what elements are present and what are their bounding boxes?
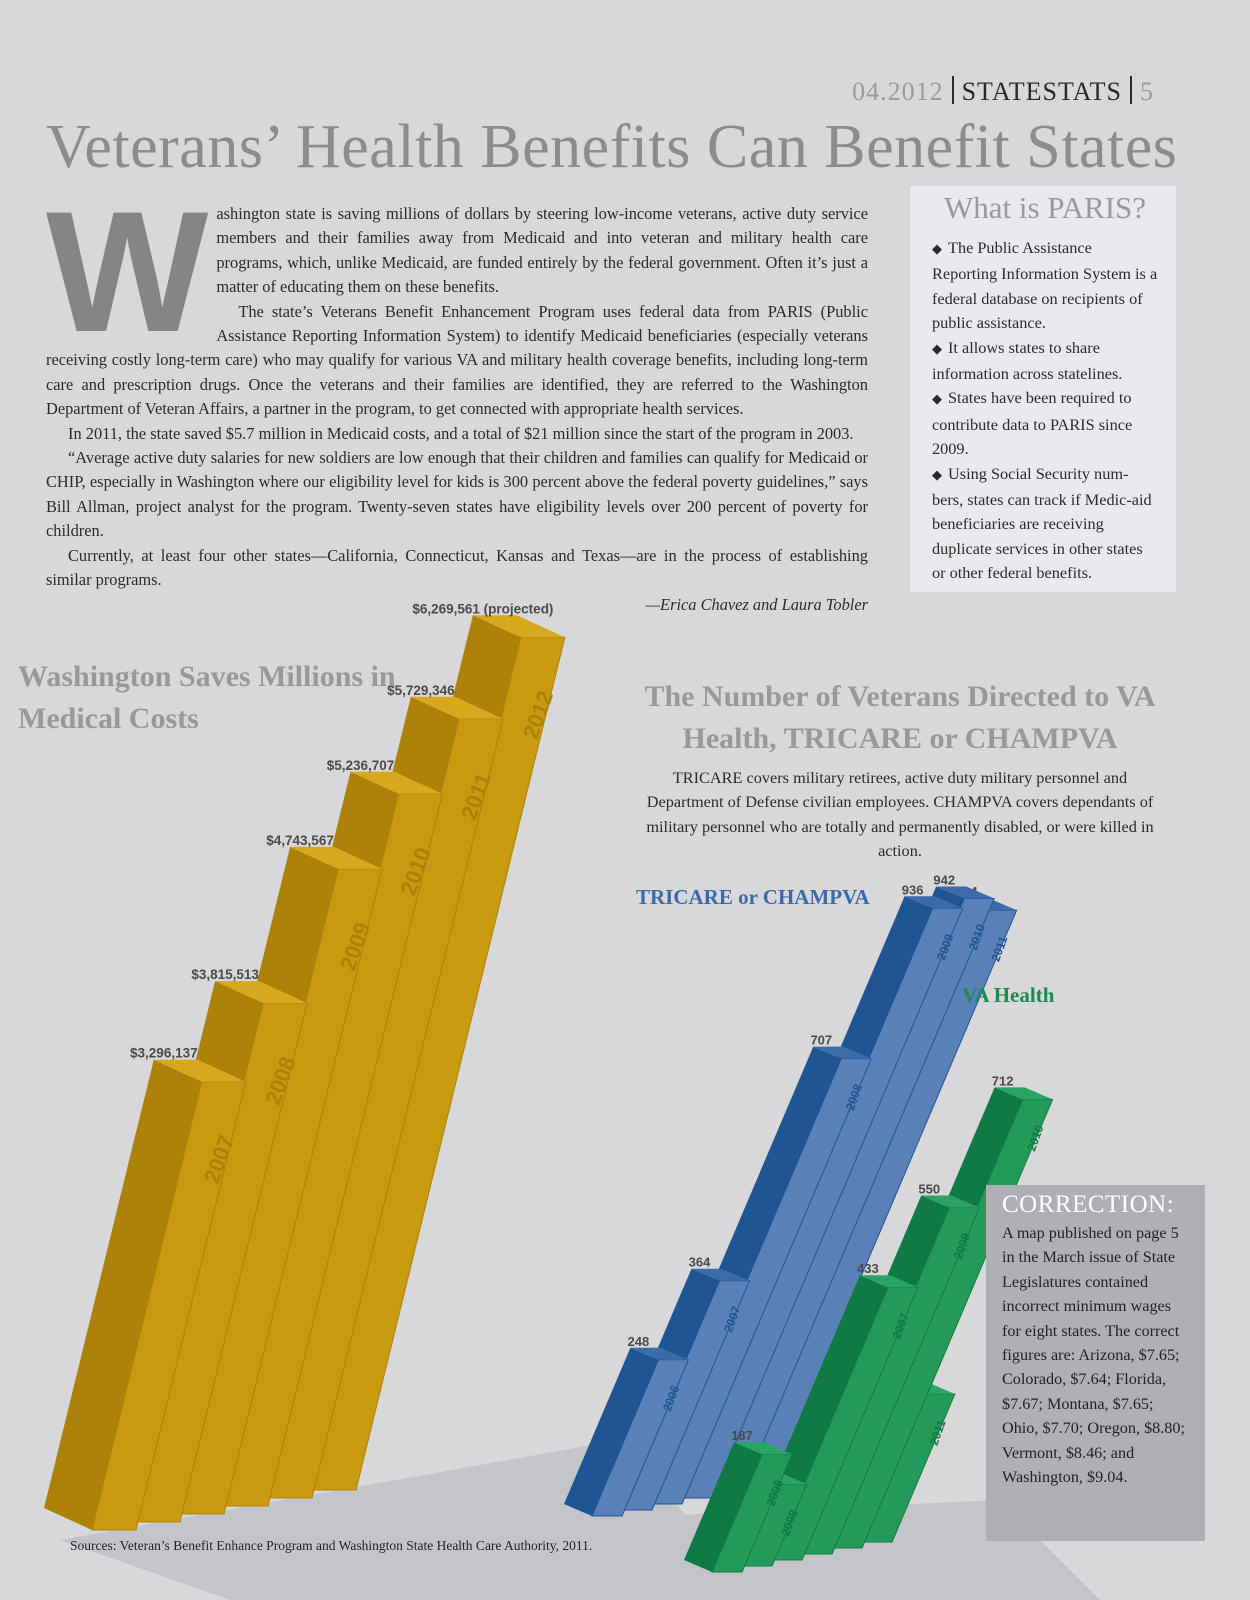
gold-value-label: $3,296,137	[130, 1046, 198, 1061]
paris-bullet-2: ◆ It allows states to share information a…	[932, 337, 1123, 384]
article-body: W ashington state is saving millions of …	[46, 176, 868, 617]
gold-value-label: $6,269,561 (projected)	[412, 601, 553, 616]
page-header: 04.2012 STATESTATS 5	[852, 76, 1154, 107]
gold-bar-2007: 2007$3,296,137	[44, 1046, 247, 1531]
va-bar-top	[859, 1275, 918, 1288]
diamond-bullet-icon: ◆	[932, 242, 942, 257]
correction-box: CORRECTION: A map published on page 5 in…	[986, 1185, 1205, 1541]
tricare-bar-top	[813, 1046, 872, 1059]
paris-bullet-4: ◆ Using Social Security num-bers, states …	[932, 463, 1152, 583]
gold-bar-top	[410, 696, 503, 719]
va-bar-side	[684, 1442, 763, 1572]
paris-title: What is PARIS?	[943, 190, 1147, 225]
tricare-bar-top	[936, 886, 995, 899]
tricare-value-label: 707	[810, 1033, 832, 1048]
tricare-series-label: TRICARE or CHAMPVA	[636, 885, 871, 909]
tricare-value-label: 248	[628, 1334, 650, 1349]
paris-bullet-1: ◆ The Public Assistance Reporting Informa…	[932, 238, 1158, 333]
header-divider	[951, 76, 954, 104]
tricare-value-label: 364	[689, 1255, 711, 1270]
tricare-bar-group: 2011914201094220099362008707200736420062…	[564, 873, 1018, 1517]
article-paragraph-5: Currently, at least four other states—Ca…	[46, 545, 868, 590]
gold-bar-top	[215, 981, 308, 1004]
gold-bar-top	[472, 615, 565, 638]
gold-value-label: $5,236,707	[327, 758, 395, 773]
diamond-bullet-icon: ◆	[932, 341, 942, 357]
savings-chart-title: Washington Saves Millions in Medical Cos…	[18, 660, 396, 735]
tricare-bar-side	[564, 1347, 659, 1516]
article-paragraph-2: The state’s Veterans Benefit Enhancement…	[46, 301, 868, 419]
issue-date: 04.2012	[852, 77, 944, 106]
va-bar-top	[921, 1195, 980, 1208]
veterans-chart-description: TRICARE covers military retirees, active…	[646, 768, 1154, 861]
gold-bar-top	[290, 846, 383, 869]
paris-bullet-3: ◆ States have been required to contribute…	[932, 388, 1133, 459]
tricare-bar-top	[691, 1268, 750, 1281]
gold-bar-side	[44, 1059, 202, 1530]
correction-title: CORRECTION:	[1002, 1191, 1175, 1218]
tricare-bar-top	[630, 1347, 689, 1360]
gold-bar-group: 2012$6,269,561 (projected)2011$5,729,346…	[44, 601, 566, 1531]
article-byline: —Erica Chavez and Laura Tobler	[645, 594, 868, 614]
va-value-label: 433	[857, 1261, 879, 1276]
article-paragraph-4: “Average active duty salaries for new so…	[46, 448, 868, 541]
va-bar-top	[734, 1442, 793, 1455]
va-value-label: 187	[731, 1428, 753, 1443]
gold-bar-top	[350, 771, 443, 794]
drop-cap: W	[46, 176, 208, 368]
tricare-bar-top	[904, 896, 963, 909]
article-paragraph-3: In 2011, the state saved $5.7 million in…	[68, 423, 854, 443]
page-title: Veterans’ Health Benefits Can Benefit St…	[46, 113, 1178, 181]
tricare-value-label: 942	[933, 873, 955, 888]
gold-value-label: $5,729,346	[387, 683, 455, 698]
section-name: STATESTATS	[961, 77, 1122, 106]
header-divider-2	[1130, 76, 1132, 104]
gold-value-label: $4,743,567	[266, 833, 334, 848]
va-bar-top	[994, 1087, 1053, 1100]
diamond-bullet-icon: ◆	[932, 392, 942, 408]
diamond-bullet-icon: ◆	[932, 467, 942, 483]
article-paragraph-1: ashington state is saving millions of do…	[216, 204, 868, 297]
va-value-label: 712	[992, 1073, 1014, 1088]
gold-bar-top	[153, 1059, 246, 1082]
va-series-label: VA Health	[962, 983, 1055, 1007]
sources-note: Sources: Veteran’s Benefit Enhance Progr…	[70, 1538, 593, 1553]
va-value-label: 550	[918, 1182, 940, 1197]
tricare-value-label: 936	[902, 882, 924, 897]
gold-value-label: $3,815,513	[191, 967, 259, 982]
page-number: 5	[1140, 77, 1154, 106]
paris-sidebar: What is PARIS? ◆ The Public Assistance Re…	[910, 186, 1176, 592]
veterans-chart-title: The Number of Veterans Directed to VA He…	[644, 680, 1156, 755]
correction-text: A map published on page 5 in the March i…	[1002, 1224, 1185, 1487]
